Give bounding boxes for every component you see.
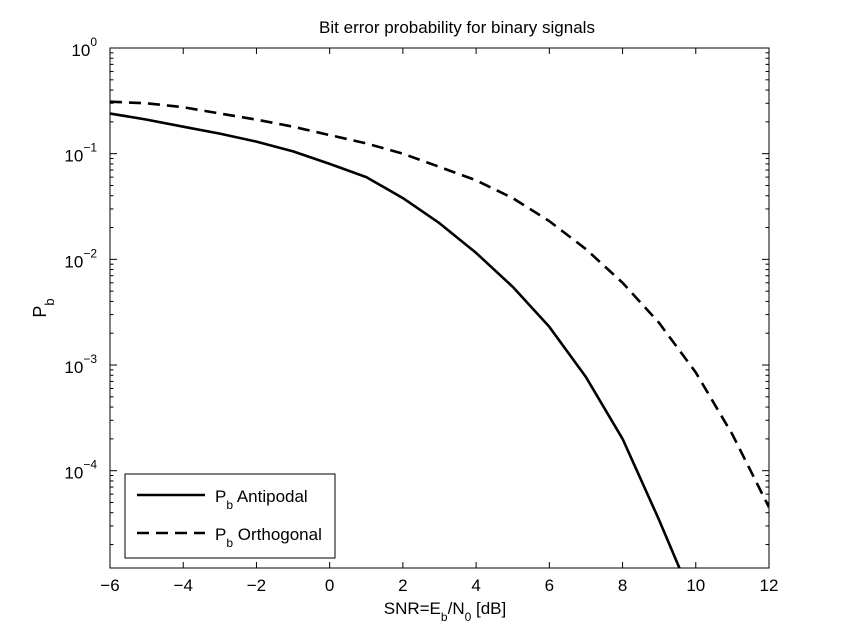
x-tick-label: 2 bbox=[398, 576, 407, 595]
orthogonal-line bbox=[110, 100, 769, 508]
x-axis-label: SNR=Eb/N0 [dB] bbox=[384, 599, 507, 624]
legend-label: Pb Antipodal bbox=[215, 487, 308, 512]
y-axis: 100 10−1 10−2 10−3 10−4 bbox=[64, 35, 769, 546]
x-axis: −6 −4 −2 0 2 4 6 8 10 12 bbox=[100, 48, 778, 595]
legend-label: Pb Orthogonal bbox=[215, 525, 322, 550]
y-tick-label: 10−4 bbox=[64, 458, 97, 483]
legend-box bbox=[124, 473, 336, 559]
legend: Pb Antipodal Pb Orthogonal bbox=[124, 473, 336, 559]
x-tick-label: −4 bbox=[174, 576, 193, 595]
chart-title: Bit error probability for binary signals bbox=[319, 18, 595, 37]
y-axis-label: Pb bbox=[30, 298, 57, 317]
x-tick-label: −6 bbox=[100, 576, 119, 595]
y-tick-label: 10−2 bbox=[64, 246, 97, 271]
x-tick-label: −2 bbox=[247, 576, 266, 595]
x-tick-label: 6 bbox=[545, 576, 554, 595]
x-tick-label: 8 bbox=[618, 576, 627, 595]
y-tick-label: 10−1 bbox=[64, 141, 97, 166]
x-tick-label: 4 bbox=[471, 576, 480, 595]
axes-frame bbox=[109, 47, 770, 569]
y-tick-label: 100 bbox=[71, 35, 97, 60]
plot-area bbox=[109, 47, 770, 569]
series-group bbox=[110, 100, 769, 568]
x-tick-label: 0 bbox=[325, 576, 334, 595]
x-tick-label: 12 bbox=[760, 576, 779, 595]
antipodal-line bbox=[110, 112, 681, 568]
x-tick-label: 10 bbox=[686, 576, 705, 595]
y-tick-label: 10−3 bbox=[64, 352, 97, 377]
